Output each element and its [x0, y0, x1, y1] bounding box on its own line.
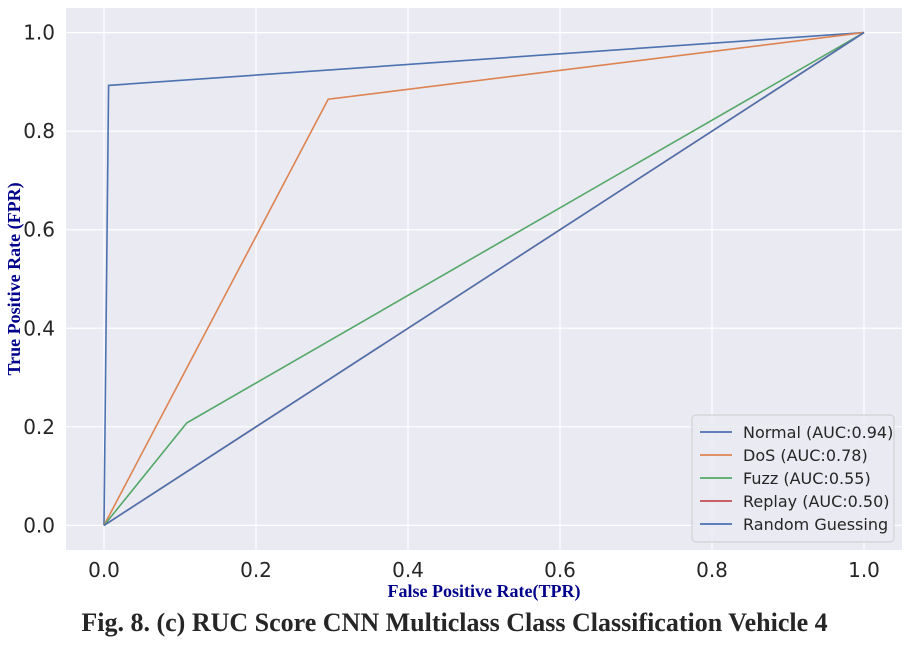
legend-label: Normal (AUC:0.94) [743, 423, 893, 442]
y-tick-label: 0.0 [23, 513, 55, 537]
x-tick-label: 0.6 [544, 558, 576, 582]
x-tick-labels: 0.0 0.2 0.4 0.6 0.8 1.0 [88, 558, 880, 582]
y-tick-label: 0.6 [23, 218, 55, 242]
series-line-1 [103, 31, 865, 526]
series-line-0 [103, 31, 865, 526]
roc-chart: 0.0 0.2 0.4 0.6 0.8 1.0 0.0 0.2 0.4 0.6 0.8 1.0 Fa… [4, 8, 902, 602]
x-tick-label: 0.4 [392, 558, 424, 582]
legend: Normal (AUC:0.94) DoS (AUC:0.78) Fuzz (AUC… [691, 414, 895, 543]
series-lines [103, 31, 865, 527]
y-tick-label: 0.2 [23, 415, 55, 439]
x-tick-label: 0.2 [240, 558, 272, 582]
y-tick-label: 1.0 [23, 21, 55, 45]
legend-box [691, 414, 895, 543]
y-tick-label: 0.8 [23, 119, 55, 143]
series-line-4 [103, 31, 865, 527]
x-tick-label: 1.0 [848, 558, 880, 582]
y-axis-label: True Positive Rate (FPR) [4, 182, 25, 375]
figure-caption: Fig. 8. (c) RUC Score CNN Multiclass Cla… [81, 608, 828, 637]
legend-label: Random Guessing [743, 515, 888, 534]
x-tick-label: 0.0 [88, 558, 120, 582]
legend-label: Replay (AUC:0.50) [743, 492, 890, 511]
grid-lines [66, 8, 902, 550]
x-axis-label: False Positive Rate(TPR) [388, 581, 581, 602]
y-tick-label: 0.4 [23, 316, 55, 340]
legend-label: DoS (AUC:0.78) [743, 446, 868, 465]
series-line-2 [103, 31, 865, 526]
x-tick-label: 0.8 [696, 558, 728, 582]
y-tick-labels: 0.0 0.2 0.4 0.6 0.8 1.0 [23, 21, 55, 538]
legend-label: Fuzz (AUC:0.55) [743, 469, 871, 488]
